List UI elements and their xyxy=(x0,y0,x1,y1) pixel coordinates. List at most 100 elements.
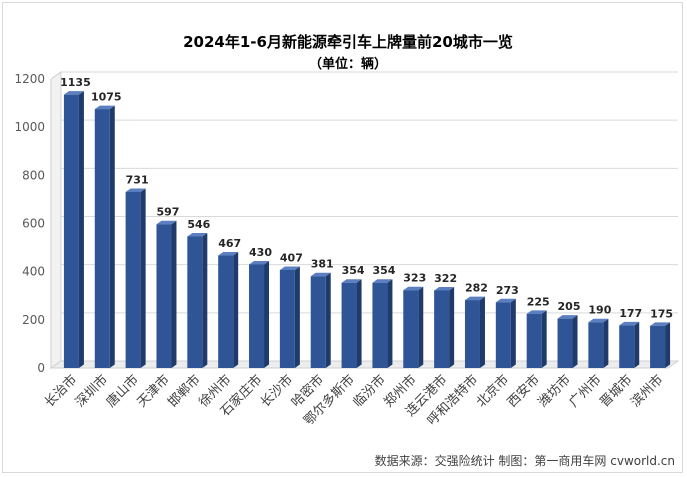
x-tick-label: 潍坊市 xyxy=(535,372,574,411)
bar xyxy=(125,188,146,368)
bar-top xyxy=(619,321,640,326)
x-tick-label: 邯郸市 xyxy=(165,372,204,411)
bar-top xyxy=(341,279,362,283)
side-wall xyxy=(50,71,62,369)
bar-side xyxy=(356,279,362,368)
bar-front xyxy=(341,282,357,368)
bar-front xyxy=(249,264,265,368)
bar-top xyxy=(310,272,331,277)
bar-front xyxy=(464,300,480,368)
chart-back-wall xyxy=(49,71,680,369)
y-axis-ticks: 0 200 400 600 800 1000 1200 xyxy=(14,72,45,375)
x-tick-label: 临汾市 xyxy=(350,372,389,411)
y-tick-label: 1000 xyxy=(14,120,45,134)
data-label: 546 xyxy=(187,218,210,231)
bar xyxy=(588,318,609,368)
bar-front xyxy=(372,282,388,368)
bar-top xyxy=(249,260,270,265)
bar-top xyxy=(125,188,146,192)
data-label: 205 xyxy=(558,300,581,313)
bar-side xyxy=(294,266,300,368)
x-tick-label: 西安市 xyxy=(504,372,543,411)
bar-chart: 2024年1-6月新能源牵引车上牌量前20城市一览 （单位：辆） 0 200 400… xyxy=(14,33,680,468)
x-tick-label: 唐山市 xyxy=(103,372,142,411)
x-tick-label: 晋城市 xyxy=(597,372,636,411)
data-label: 381 xyxy=(311,258,334,271)
bar-top xyxy=(526,310,547,314)
bar-front xyxy=(63,94,79,368)
bar-side xyxy=(171,220,177,368)
bar-side xyxy=(634,321,640,368)
data-label: 225 xyxy=(527,295,550,308)
x-tick-label: 长沙市 xyxy=(257,372,296,411)
bar xyxy=(434,286,455,368)
data-label: 407 xyxy=(280,251,303,264)
bar-top xyxy=(187,233,208,237)
bar-front xyxy=(156,224,172,368)
bar-top xyxy=(650,322,671,326)
bar-top xyxy=(94,105,115,110)
data-label: 354 xyxy=(342,264,365,277)
bar-side xyxy=(233,252,239,368)
x-axis-labels: 长治市深圳市唐山市天津市邯郸市徐州市石家庄市长沙市哈密市鄂尔多斯市临汾市郑州市连… xyxy=(41,372,666,429)
y-tick-label: 0 xyxy=(37,361,45,375)
bar xyxy=(650,322,671,368)
x-tick-label: 广州市 xyxy=(566,372,605,411)
bar xyxy=(279,266,300,368)
bar-side xyxy=(449,286,455,368)
bar xyxy=(495,298,516,368)
bar-top xyxy=(495,298,516,303)
source-note: 数据来源：交强险统计 制图：第一商用车网 cvworld.cn xyxy=(375,453,675,468)
bar-front xyxy=(218,255,234,368)
bar-side xyxy=(140,188,146,368)
data-label: 1135 xyxy=(60,76,91,89)
bar-side xyxy=(603,318,609,368)
bar-side xyxy=(418,286,424,368)
bar-top xyxy=(557,315,578,319)
bar-side xyxy=(665,322,671,368)
data-label: 430 xyxy=(249,246,272,259)
bar xyxy=(619,321,640,368)
data-label: 177 xyxy=(619,307,642,320)
bar-front xyxy=(619,325,635,368)
bar xyxy=(372,279,393,368)
bar-front xyxy=(403,290,419,368)
bar-front xyxy=(94,109,110,369)
bar-side xyxy=(202,233,208,368)
bar xyxy=(63,91,84,368)
bar-front xyxy=(279,269,295,368)
data-label: 354 xyxy=(372,264,395,277)
bars xyxy=(63,91,671,369)
y-tick-label: 1200 xyxy=(14,72,45,86)
bar-side xyxy=(510,298,516,368)
bar-top xyxy=(279,266,300,270)
bar-front xyxy=(495,302,511,368)
bar-front xyxy=(434,290,450,368)
bar xyxy=(341,279,362,368)
bar-front xyxy=(310,276,326,368)
bar-front xyxy=(588,322,604,368)
bar-front xyxy=(650,325,666,368)
y-tick-label: 600 xyxy=(22,217,45,231)
data-label: 175 xyxy=(650,307,673,320)
bar xyxy=(249,260,270,368)
data-label: 273 xyxy=(496,284,519,297)
bar-side xyxy=(325,272,331,368)
floor xyxy=(49,360,680,369)
data-label: 282 xyxy=(465,282,488,295)
bar-side xyxy=(264,260,270,368)
chart-title: 2024年1-6月新能源牵引车上牌量前20城市一览 xyxy=(183,33,513,51)
bar-front xyxy=(125,191,141,368)
bar xyxy=(557,315,578,368)
bar xyxy=(94,105,115,369)
data-label: 323 xyxy=(403,272,426,285)
data-label: 467 xyxy=(218,237,241,250)
bar xyxy=(403,286,424,368)
bar-top xyxy=(403,286,424,291)
bar-side xyxy=(109,105,115,369)
bar-side xyxy=(479,296,485,368)
y-tick-label: 800 xyxy=(22,168,45,182)
x-tick-label: 长治市 xyxy=(41,372,80,411)
bar xyxy=(156,220,177,368)
